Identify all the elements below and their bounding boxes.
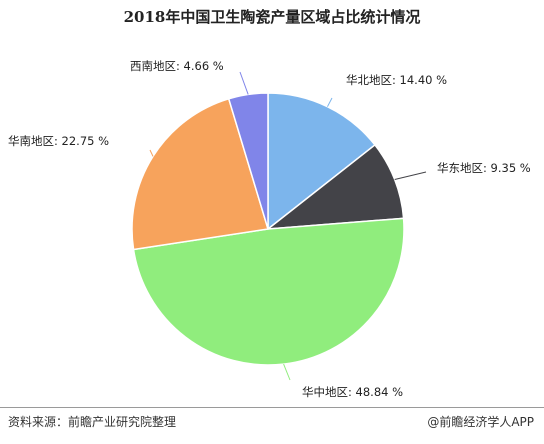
slice-label-5: 西南地区: 4.66 % xyxy=(130,59,224,73)
pie-slice-5[interactable] xyxy=(227,92,269,230)
source-note: 资料来源：前瞻产业研究院整理 xyxy=(8,415,177,429)
pie-slice-1[interactable] xyxy=(267,92,376,231)
slice-label-1: 华北地区: 14.40 % xyxy=(346,73,447,87)
footer-divider xyxy=(0,407,544,408)
leader-line-4 xyxy=(149,149,154,157)
slice-label-3: 华中地区: 48.84 % xyxy=(302,385,403,399)
slice-label-2: 华东地区: 9.35 % xyxy=(437,161,531,175)
slice-label-4: 华南地区: 22.75 % xyxy=(8,134,109,148)
pie-chart: 华北地区: 14.40 % 华东地区: 9.35 % 华中地区: 48.84 % 华南… xyxy=(8,59,531,399)
leader-line-1 xyxy=(327,97,333,107)
pie-slice-2[interactable] xyxy=(265,143,405,230)
leader-line-3 xyxy=(283,363,291,381)
brand-note: @前瞻经济学人APP xyxy=(427,415,534,429)
pie-slice-3[interactable] xyxy=(132,217,405,366)
pie-slice-4[interactable] xyxy=(131,97,269,251)
leader-line-2 xyxy=(394,171,427,181)
chart-title: 2018年中国卫生陶瓷产量区域占比统计情况 xyxy=(123,8,421,26)
leader-line-5 xyxy=(239,71,249,95)
